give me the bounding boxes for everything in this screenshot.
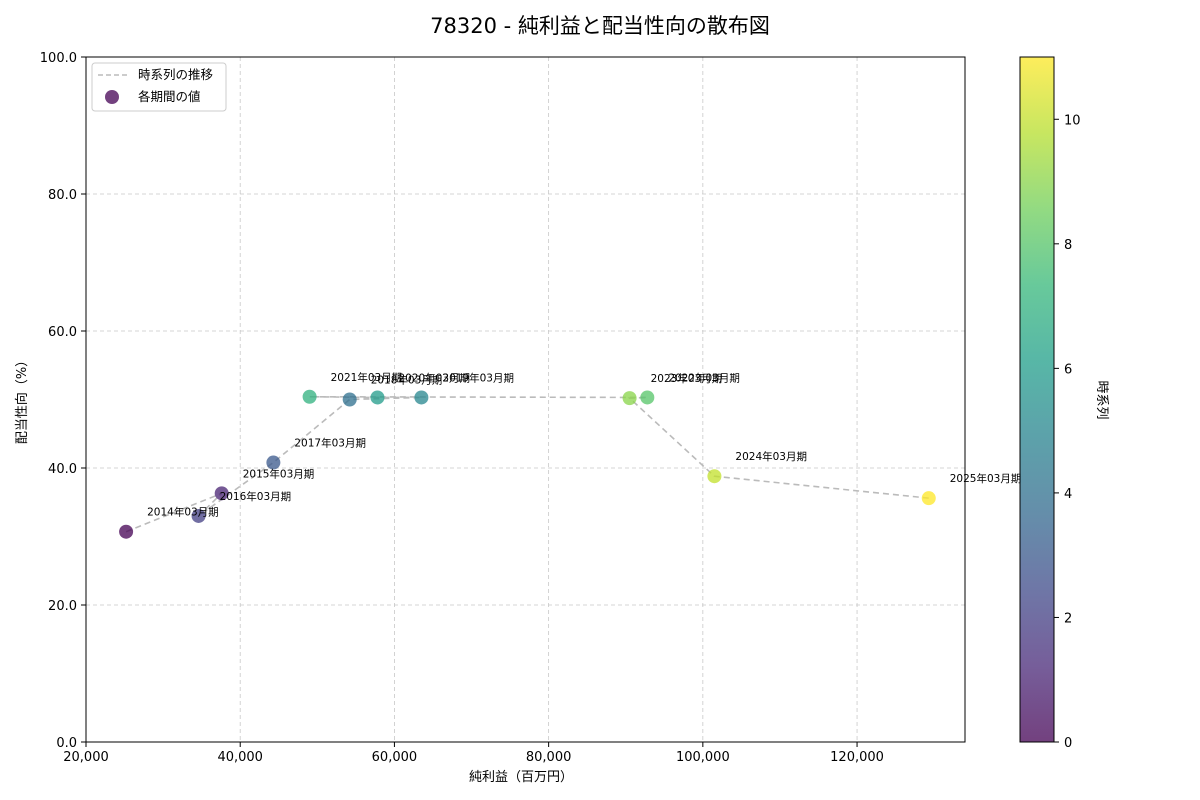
point-label: 2020年03月期	[398, 371, 470, 384]
x-tick-label: 120,000	[830, 750, 884, 765]
x-tick-label: 40,000	[217, 750, 263, 765]
y-axis-label: 配当性向（%）	[14, 354, 30, 444]
point-label: 2018年03月期	[371, 374, 443, 387]
data-point	[640, 390, 655, 405]
y-tick-label: 60.0	[48, 325, 77, 340]
data-point	[191, 508, 206, 523]
point-label: 2017年03月期	[294, 437, 366, 450]
data-point	[622, 391, 637, 406]
point-label: 2023年03月期	[651, 372, 723, 385]
point-label: 2021年03月期	[331, 371, 403, 384]
y-tick-label: 100.0	[40, 51, 77, 66]
plot-area-frame	[85, 56, 966, 743]
x-tick-label: 20,000	[63, 750, 109, 765]
x-tick-label: 60,000	[372, 750, 418, 765]
point-label: 2022年03月期	[668, 371, 740, 384]
colorbar-tick-label: 4	[1064, 487, 1072, 502]
point-label: 2024年03月期	[735, 450, 807, 463]
colorbar: 0 2 4 6 8 10 時系列	[1019, 56, 1109, 751]
legend-marker-label: 各期間の値	[138, 89, 201, 104]
data-point	[342, 392, 357, 407]
colorbar-tick-label: 6	[1064, 362, 1072, 377]
trend-line	[125, 395, 929, 533]
y-tick-label: 80.0	[48, 188, 77, 203]
point-label: 2015年03月期	[243, 467, 315, 480]
colorbar-tick-label: 8	[1064, 238, 1072, 253]
data-point	[414, 390, 429, 405]
chart-title: 78320 - 純利益と配当性向の散布図	[430, 14, 770, 38]
colorbar-label: 時系列	[1094, 380, 1109, 419]
data-point	[302, 389, 317, 404]
x-axis-ticks: 20,000 40,000 60,000 80,000 100,000 120,000	[63, 742, 884, 765]
legend-marker-swatch	[105, 90, 119, 104]
data-point	[921, 491, 936, 506]
point-label: 2016年03月期	[220, 490, 292, 503]
colorbar-tick-label: 2	[1064, 611, 1072, 626]
legend-line-label: 時系列の推移	[138, 67, 213, 82]
data-point	[370, 390, 385, 405]
point-label: 2025年03月期	[950, 472, 1022, 485]
x-tick-label: 80,000	[526, 750, 572, 765]
data-point	[119, 524, 134, 539]
grid	[86, 57, 965, 742]
data-point	[266, 455, 281, 470]
x-tick-label: 100,000	[676, 750, 730, 765]
colorbar-bar	[1019, 56, 1055, 743]
point-label: 2019年03月期	[442, 371, 514, 384]
trend-line-group	[125, 395, 929, 533]
y-tick-label: 0.0	[56, 736, 77, 751]
y-tick-label: 20.0	[48, 599, 77, 614]
data-point	[214, 486, 229, 501]
legend: 時系列の推移 各期間の値	[91, 62, 227, 112]
data-point	[707, 469, 722, 484]
x-axis-label: 純利益（百万円）	[469, 770, 573, 785]
points-group	[119, 389, 936, 539]
colorbar-tick-label: 10	[1064, 113, 1081, 128]
point-labels-group: 2014年03月期 2015年03月期 2016年03月期 2017年03月期 2018…	[147, 371, 1021, 519]
point-label: 2014年03月期	[147, 506, 219, 519]
y-axis-ticks: 0.0 20.0 40.0 60.0 80.0 100.0	[40, 51, 86, 751]
colorbar-ticks: 0 2 4 6 8 10	[1054, 113, 1081, 751]
colorbar-tick-label: 0	[1064, 736, 1072, 751]
y-tick-label: 40.0	[48, 462, 77, 477]
